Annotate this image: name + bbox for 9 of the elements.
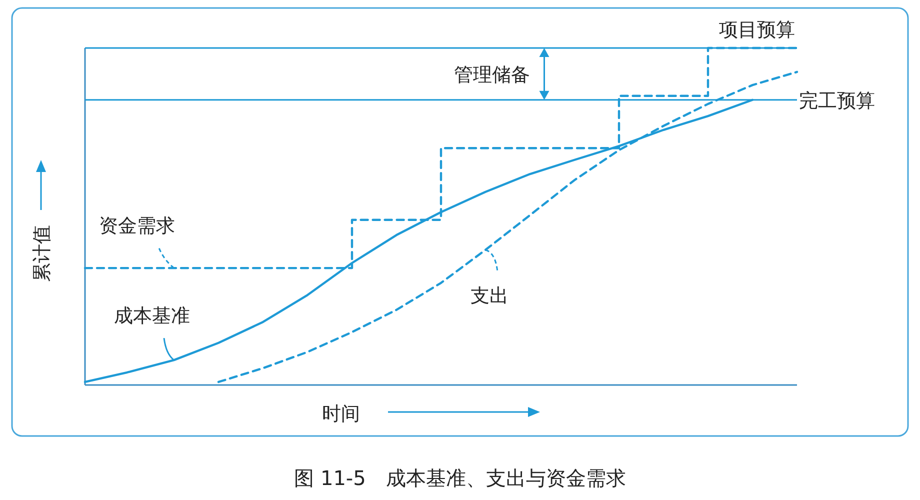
series-label: 成本基准 [114,305,190,328]
series-label: 资金需求 [99,215,175,238]
y-axis-title: 累计值 [31,225,53,282]
text: 图 11-5 成本基准、支出与资金需求 [294,466,626,490]
legend-label: 支出 [470,284,508,307]
x-axis-title: 时间 [322,403,360,425]
annotation: 管理储备 [454,64,530,86]
ref-line-label: 项目预算 [719,19,795,41]
ref-line-label: 完工预算 [799,90,875,112]
